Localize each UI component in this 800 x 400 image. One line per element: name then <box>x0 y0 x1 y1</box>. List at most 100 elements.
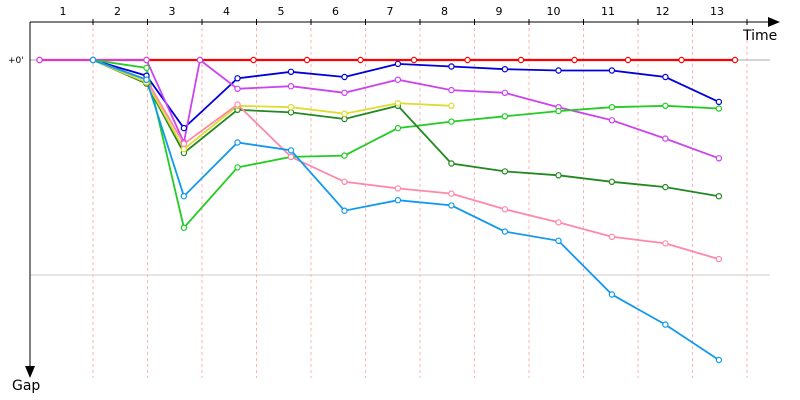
data-point <box>287 109 295 116</box>
axes: Time Gap +0' <box>8 17 780 394</box>
data-point <box>678 56 685 64</box>
data-point <box>608 178 616 185</box>
data-point <box>501 65 509 73</box>
x-tick-label: 12 <box>656 5 670 18</box>
data-point <box>448 86 455 94</box>
data-point <box>180 140 188 147</box>
y-axis-label: Gap <box>12 378 40 394</box>
data-point <box>234 139 241 146</box>
data-point <box>517 56 525 64</box>
data-point <box>715 98 723 106</box>
data-point <box>341 178 348 185</box>
series-line <box>92 59 720 361</box>
data-point <box>234 75 241 82</box>
data-point <box>394 76 402 83</box>
data-point <box>394 196 402 204</box>
x-tick-label: 9 <box>496 5 503 18</box>
x-tick-label: 8 <box>441 5 448 18</box>
data-point <box>555 237 562 244</box>
data-point <box>662 73 669 81</box>
data-point <box>234 164 241 171</box>
data-point <box>448 118 455 125</box>
data-point <box>410 56 418 64</box>
data-point <box>234 85 241 93</box>
data-point <box>464 56 471 64</box>
data-point <box>143 56 150 64</box>
data-point <box>555 67 562 74</box>
data-point <box>180 124 188 132</box>
data-point <box>394 60 402 68</box>
x-tick-label: 2 <box>114 5 121 18</box>
x-tick-label: 13 <box>710 5 724 18</box>
series-line <box>92 59 720 130</box>
x-tick-label: 3 <box>169 5 176 18</box>
data-point <box>196 56 204 64</box>
data-point <box>448 160 455 167</box>
data-point <box>341 73 348 81</box>
x-axis-label: Time <box>742 28 777 44</box>
data-point <box>448 190 455 197</box>
series-line <box>92 59 452 151</box>
data-point <box>303 56 311 64</box>
data-point <box>715 105 723 112</box>
data-point <box>287 103 295 111</box>
data-point <box>143 76 150 83</box>
series-points <box>36 56 739 364</box>
data-point <box>341 152 348 159</box>
data-point <box>501 168 509 175</box>
data-point <box>715 155 723 162</box>
data-point <box>448 63 455 70</box>
data-point <box>501 89 509 97</box>
data-point <box>250 56 257 64</box>
x-axis-arrow-icon <box>768 17 780 27</box>
data-point <box>608 291 616 298</box>
data-point <box>715 356 723 364</box>
grid <box>30 22 770 378</box>
data-point <box>662 135 669 142</box>
data-point <box>571 56 578 64</box>
x-tick-label: 7 <box>387 5 394 18</box>
x-tick-label: 1 <box>60 5 67 18</box>
data-point <box>36 56 43 64</box>
data-point <box>715 192 723 200</box>
data-point <box>555 219 562 226</box>
series-lines <box>39 58 735 361</box>
data-point <box>555 172 562 179</box>
x-tick-label: 11 <box>601 5 615 18</box>
data-point <box>608 103 616 111</box>
data-point <box>341 207 348 214</box>
x-tick-labels: 1 2 3 4 5 6 7 8 9 10 11 12 13 <box>60 5 748 25</box>
data-point <box>394 185 402 192</box>
data-point <box>608 233 616 240</box>
data-point <box>662 183 669 191</box>
data-point <box>180 145 188 153</box>
y-zero-label: +0' <box>8 56 24 66</box>
data-point <box>89 56 97 64</box>
data-point <box>448 202 455 209</box>
data-point <box>448 102 455 110</box>
data-point <box>341 89 348 97</box>
data-point <box>341 115 348 123</box>
data-point <box>287 153 295 161</box>
data-point <box>731 56 739 64</box>
data-point <box>394 99 402 107</box>
data-point <box>143 64 150 72</box>
data-point <box>608 117 616 124</box>
data-point <box>662 102 669 110</box>
data-point <box>555 107 562 115</box>
data-point <box>180 192 188 200</box>
series-line <box>92 59 720 260</box>
y-axis-arrow-icon <box>25 366 35 378</box>
data-point <box>287 82 295 90</box>
data-point <box>357 56 364 64</box>
data-point <box>341 110 348 117</box>
data-point <box>501 206 509 213</box>
data-point <box>608 67 616 74</box>
x-tick-label: 5 <box>278 5 285 18</box>
data-point <box>624 56 632 64</box>
x-tick-label: 4 <box>223 5 230 18</box>
data-point <box>180 224 188 231</box>
data-point <box>715 255 723 263</box>
data-point <box>234 101 241 108</box>
